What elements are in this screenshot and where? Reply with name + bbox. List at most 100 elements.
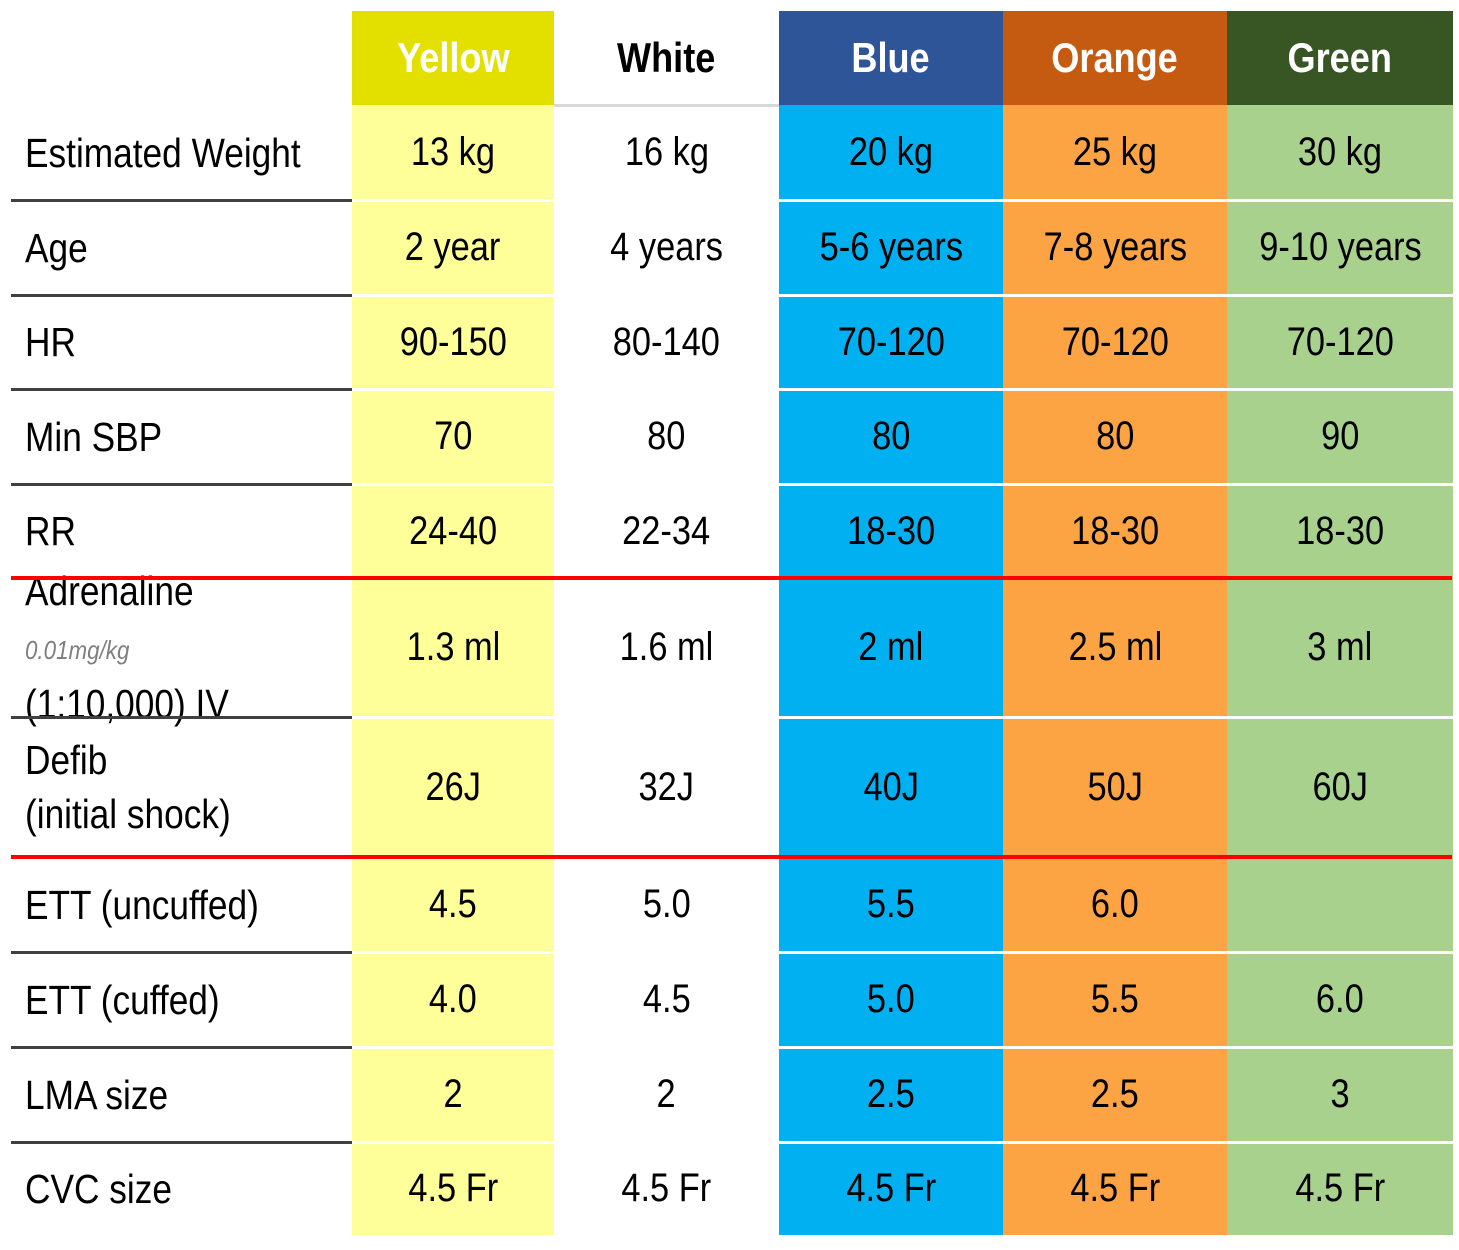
row-label-line1: LMA size: [25, 1071, 169, 1118]
row-divider-cells: [352, 294, 1453, 297]
table-cell: 70-120: [779, 295, 1003, 389]
table-cell: 70-120: [1003, 295, 1227, 389]
cell-value: 18-30: [1296, 508, 1384, 553]
column-header-label: Green: [1287, 34, 1393, 81]
column-header-label: White: [617, 34, 716, 81]
cell-value: 2.5: [867, 1072, 915, 1116]
table-cell: 3: [1227, 1047, 1453, 1142]
column-header-label: Yellow: [396, 34, 510, 81]
cell-value: 18-30: [847, 508, 935, 553]
row-label-lma-size: LMA size: [11, 1047, 352, 1142]
table-cell: 70: [352, 389, 554, 484]
table-cell: 4.5 Fr: [1227, 1142, 1453, 1235]
cell-value: 70-120: [1061, 319, 1169, 364]
column-header-yellow: Yellow: [352, 11, 554, 105]
table-cell: 40J: [779, 717, 1003, 857]
table-cell: 60J: [1227, 717, 1453, 857]
cell-value: 30 kg: [1297, 130, 1383, 174]
row-label-text: Min SBP: [25, 410, 162, 464]
row-divider-cells: [352, 1046, 1453, 1049]
section-divider: [11, 576, 1452, 580]
table-cell: 80: [779, 389, 1003, 484]
row-label-line1: Defib: [25, 737, 108, 783]
cell-value: 4.5 Fr: [846, 1166, 936, 1210]
row-label-line1: Min SBP: [25, 413, 163, 460]
row-divider-label: [11, 1141, 352, 1144]
cell-value: 5.0: [867, 977, 915, 1021]
cell-value: 4.5 Fr: [1070, 1166, 1160, 1210]
column-header-green: Green: [1227, 11, 1453, 105]
table-cell: 3 ml: [1227, 578, 1453, 717]
row-divider-cells: [352, 716, 1453, 719]
table-cell: 2.5: [1003, 1047, 1227, 1142]
cell-value: 4.0: [429, 977, 477, 1021]
row-label-line2: (1:10,000) IV: [25, 681, 229, 727]
table-cell: 30 kg: [1227, 105, 1453, 200]
cell-value: 1.3 ml: [406, 625, 500, 669]
cell-value: 2 ml: [858, 625, 924, 669]
table-cell: 4.5: [352, 857, 554, 952]
table-cell: 2: [352, 1047, 554, 1142]
cell-value: 6.0: [1316, 977, 1364, 1021]
row-label-text: ETT (cuffed): [25, 973, 220, 1027]
header-divider: [554, 104, 779, 107]
row-divider-cells: [352, 1141, 1453, 1144]
table-cell: 5.5: [779, 857, 1003, 952]
cell-value: 4.5: [642, 977, 691, 1021]
table-cell: 6.0: [1003, 857, 1227, 952]
cell-value: 25 kg: [1072, 130, 1158, 174]
cell-value: 6.0: [1091, 882, 1139, 926]
table-cell: 2 year: [352, 200, 554, 295]
cell-value: 70-120: [1286, 319, 1394, 364]
row-label-text: LMA size: [25, 1068, 168, 1122]
table-cell: 6.0: [1227, 952, 1453, 1047]
row-label-text: Age: [25, 221, 88, 275]
table-cell: 5.5: [1003, 952, 1227, 1047]
cell-value: 2: [656, 1072, 677, 1116]
row-label-text: Estimated Weight: [25, 126, 301, 180]
table-cell: 22-34: [554, 484, 779, 578]
table-cell: 18-30: [1227, 484, 1453, 578]
table-cell: 4.5 Fr: [554, 1142, 779, 1235]
table-cell: 4.5 Fr: [352, 1142, 554, 1235]
cell-value: 70: [433, 414, 473, 458]
row-label-min-sbp: Min SBP: [11, 389, 352, 484]
row-label-text: RR: [25, 504, 76, 558]
row-label-text: ETT (uncuffed): [25, 878, 259, 932]
row-label-ett-cuffed: ETT (cuffed): [11, 952, 352, 1047]
cell-value: 70-120: [837, 319, 945, 364]
row-label-cvc-size: CVC size: [11, 1142, 352, 1235]
row-divider-label: [11, 388, 352, 391]
column-header-label: Blue: [851, 34, 931, 81]
row-divider-label: [11, 483, 352, 486]
row-label-rr: RR: [11, 484, 352, 578]
cell-value: 4.5 Fr: [1295, 1166, 1385, 1210]
table-cell: 80: [1003, 389, 1227, 484]
row-label-line1: RR: [25, 508, 76, 554]
table-cell: 4.5: [554, 952, 779, 1047]
cell-value: 90-150: [399, 319, 507, 364]
table-cell: 2.5: [779, 1047, 1003, 1142]
row-label-text: Adrenaline 0.01mg/kg (1:10,000) IV: [25, 564, 306, 731]
row-divider-cells: [352, 951, 1453, 954]
table-cell: 16 kg: [554, 105, 779, 200]
table-cell: 90: [1227, 389, 1453, 484]
cell-value: 16 kg: [624, 130, 709, 174]
table-cell: 5.0: [779, 952, 1003, 1047]
row-label-ett-uncuffed: ETT (uncuffed): [11, 857, 352, 952]
table-cell: 4.0: [352, 952, 554, 1047]
row-divider-label: [11, 716, 352, 719]
row-label-line1: HR: [25, 319, 76, 365]
cell-value: 80: [1095, 414, 1135, 458]
row-label-defib: Defib (initial shock): [11, 717, 352, 857]
row-label-estimated-weight: Estimated Weight: [11, 105, 352, 200]
cell-value: 40J: [863, 764, 919, 809]
section-divider: [11, 855, 1452, 859]
cell-value: 4.5: [429, 882, 477, 926]
row-divider-label: [11, 294, 352, 297]
table-cell: 4.5 Fr: [1003, 1142, 1227, 1235]
cell-value: 3 ml: [1307, 625, 1373, 669]
cell-value: 5.5: [1091, 977, 1139, 1021]
table-cell: 9-10 years: [1227, 200, 1453, 295]
table-cell: 2.5 ml: [1003, 578, 1227, 717]
